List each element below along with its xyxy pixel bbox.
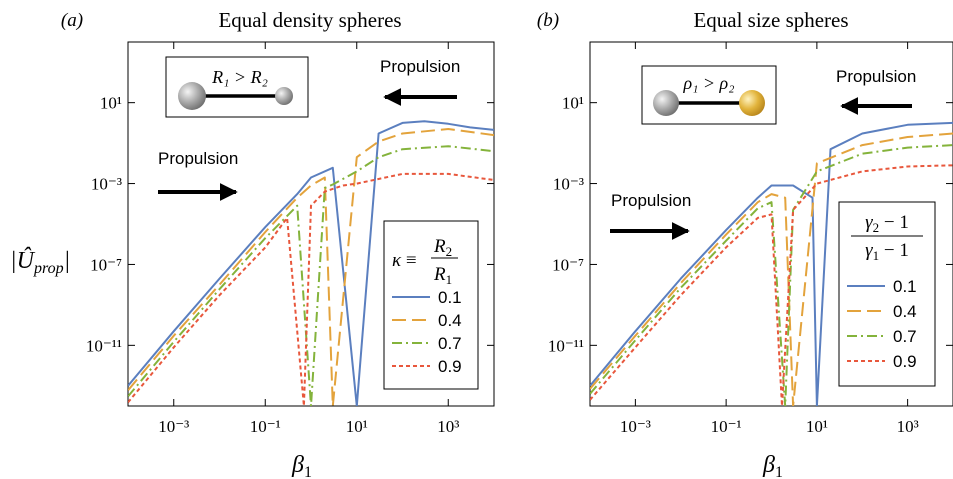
panel-a-legend-label: 0.9 <box>438 357 462 376</box>
panel-a-series-line-0.9 <box>128 172 494 406</box>
panel-b-plot-frame <box>589 41 953 407</box>
panel-a-legend-box <box>383 220 479 390</box>
panel-a-y-tick-label: 10⁻⁷ <box>90 255 122 274</box>
panel-b-legend: γ2 − 1 γ1 − 1 0.1 0.4 0.7 0.9 <box>838 201 936 387</box>
panel-b-gold-sphere-icon <box>739 90 765 116</box>
panel-b-legend-label: 0.1 <box>893 277 917 296</box>
panel-a-large-sphere-icon <box>178 82 206 110</box>
panel-b-series-line-0.4 <box>590 132 953 406</box>
panel-a-inset: R₁ > R₂ <box>165 56 309 118</box>
panel-a-xlabel: β1 <box>291 452 312 479</box>
panel-b-label: (b) <box>537 10 559 31</box>
panel-a-legend-label: 0.4 <box>438 311 462 330</box>
panel-a-legend: κ ≡ R2 R1 0.10.40.70.9 <box>383 220 479 390</box>
panel-b-legend-denominator: γ1 − 1 <box>865 240 909 263</box>
panel-b-propulsion-left-label: Propulsion <box>611 191 691 210</box>
panel-a-title: Equal density spheres <box>218 8 401 32</box>
panel-b-inset: ρ₁ > ρ₂ <box>641 65 777 125</box>
panel-b-legend-label: 0.7 <box>893 327 917 346</box>
panel-b-legend-numerator: γ2 − 1 <box>865 212 909 235</box>
panel-b: (b) Equal size spheres β1 10⁻³ 10⁻¹ 10¹ 10³… <box>537 8 953 479</box>
panel-a-x-tick-label: 10⁻¹ <box>250 417 281 436</box>
panel-a-axes: 10⁻³ 10⁻¹ 10¹ 10³ 10¹ 10⁻³ 10⁻⁷ 10⁻¹¹ <box>86 41 495 436</box>
panel-b-x-tick-label: 10⁻³ <box>620 417 651 436</box>
panel-b-legend-box <box>838 201 936 387</box>
panel-a-legend-entries: 0.1 0.4 0.7 0.9 <box>392 288 462 376</box>
panel-a-x-tick-label: 10¹ <box>346 417 368 436</box>
panel-a-legend-title: κ ≡ <box>392 250 417 271</box>
panel-b-series-line-0.1 <box>590 121 953 406</box>
panel-a-series-lines <box>128 120 494 406</box>
panel-a-legend-label: 0.7 <box>438 334 462 353</box>
panel-a-x-tick-label: 10³ <box>437 417 459 436</box>
panel-b-y-tick-label: 10⁻¹¹ <box>548 336 584 355</box>
panel-a-propulsion-left-label: Propulsion <box>158 149 238 168</box>
panel-b-gray-sphere-icon <box>653 90 679 116</box>
panel-a-x-tick-label: 10⁻³ <box>158 417 189 436</box>
panel-b-x-tick-label: 10³ <box>897 417 919 436</box>
panel-b-xlabel: β1 <box>762 452 783 479</box>
panel-a-inset-label: R₁ > R₂ <box>211 67 268 87</box>
panel-a: (a) Equal density spheres |Ûprop| β1 10⁻… <box>10 8 495 479</box>
panel-b-series-line-0.9 <box>590 164 953 406</box>
panel-b-y-tick-label: 10¹ <box>562 94 584 113</box>
panel-b-axes: 10⁻³ 10⁻¹ 10¹ 10³ 10¹ 10⁻³ 10⁻⁷ 10⁻¹¹ <box>548 41 953 436</box>
panel-b-y-tick-label: 10⁻⁷ <box>552 255 584 274</box>
panel-a-y-tick-label: 10⁻¹¹ <box>86 336 122 355</box>
panel-b-inset-label: ρ₁ > ρ₂ <box>683 73 735 93</box>
panel-a-propulsion-right-label: Propulsion <box>380 57 460 76</box>
panel-b-x-tick-label: 10¹ <box>806 417 828 436</box>
panel-a-label: (a) <box>61 10 83 31</box>
panel-b-legend-label: 0.9 <box>893 352 917 371</box>
panel-a-series-line-0.7 <box>128 145 494 406</box>
panel-a-series-line-0.1 <box>128 120 494 406</box>
panel-b-legend-entries: 0.1 0.4 0.7 0.9 <box>847 277 917 371</box>
panel-a-series-line-0.4 <box>128 128 494 406</box>
panel-b-series-line-0.7 <box>590 144 953 406</box>
panel-a-legend-label: 0.1 <box>438 288 462 307</box>
panel-a-ylabel: |Ûprop| <box>10 247 70 277</box>
panel-b-y-tick-label: 10⁻³ <box>553 175 584 194</box>
panel-b-propulsion-right-label: Propulsion <box>836 67 916 86</box>
panel-b-series-lines <box>590 121 953 406</box>
panel-b-legend-label: 0.4 <box>893 302 917 321</box>
panel-b-x-tick-label: 10⁻¹ <box>711 417 742 436</box>
panel-a-small-sphere-icon <box>275 87 293 105</box>
panel-b-title: Equal size spheres <box>693 8 848 32</box>
panel-a-y-tick-label: 10¹ <box>100 94 122 113</box>
panel-a-y-tick-label: 10⁻³ <box>91 175 122 194</box>
